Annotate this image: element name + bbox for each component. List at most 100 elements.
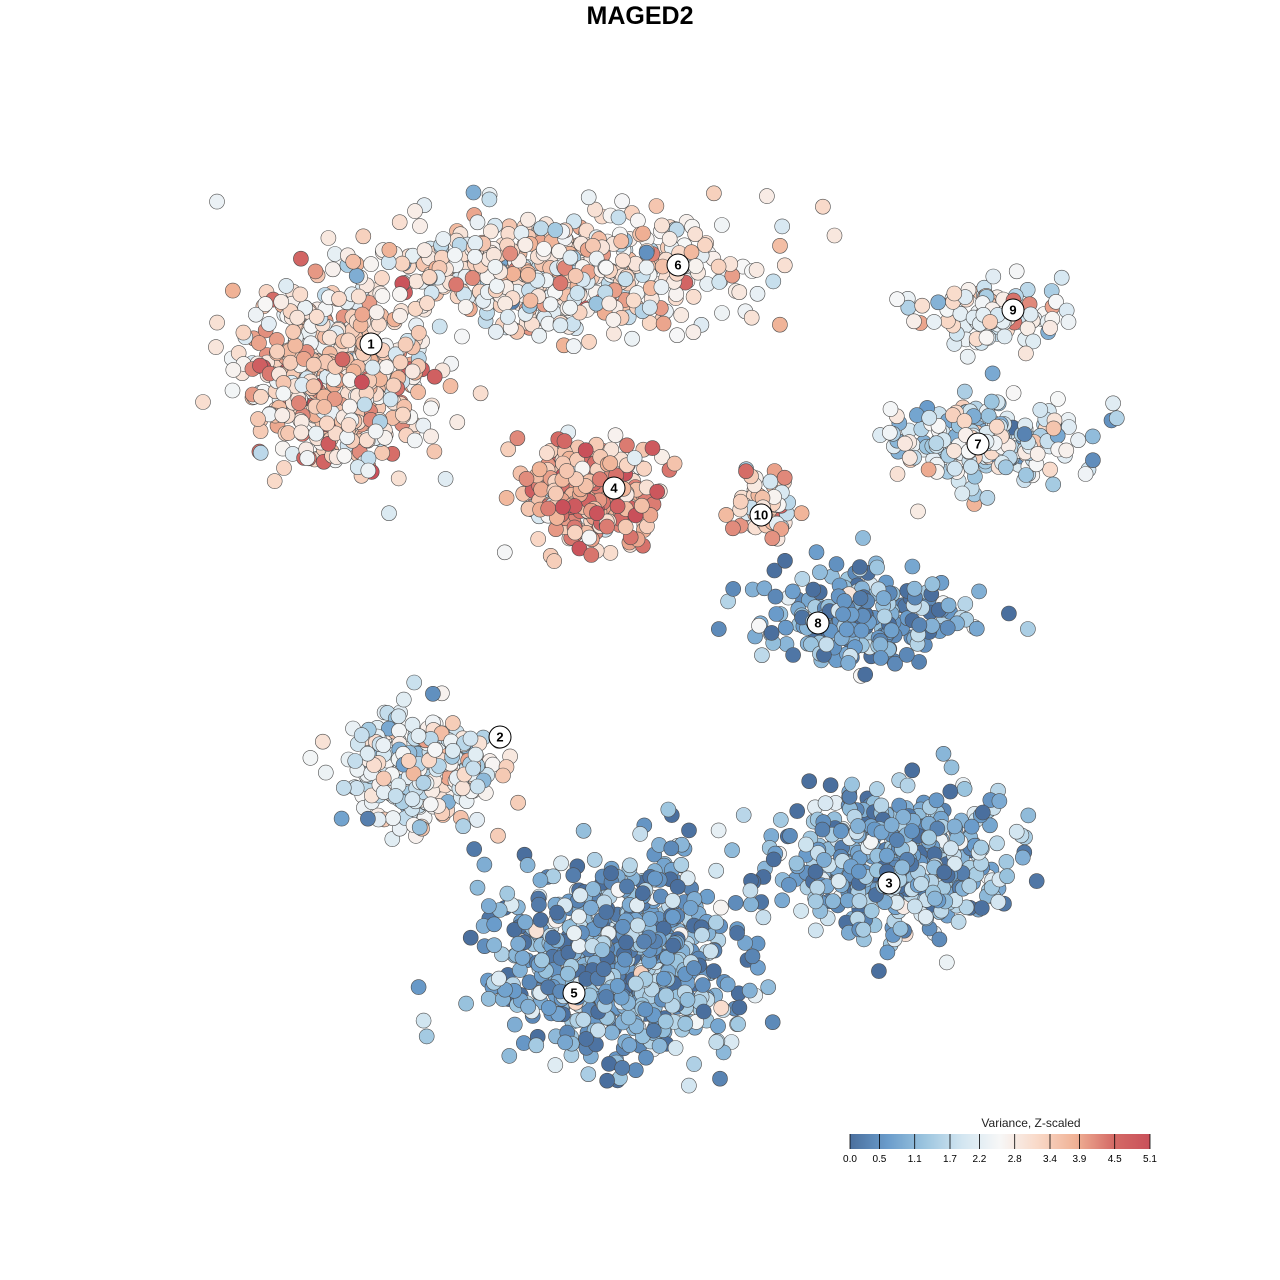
cluster-label-badge <box>966 432 990 456</box>
data-point <box>532 912 549 928</box>
data-point <box>710 621 727 637</box>
data-point <box>784 583 801 600</box>
data-point <box>946 855 963 872</box>
data-point <box>293 250 309 267</box>
cluster-label-badge <box>602 476 626 500</box>
data-point <box>542 296 559 313</box>
data-point <box>685 324 702 341</box>
data-point <box>363 256 379 272</box>
data-point <box>685 288 702 305</box>
data-point <box>946 285 963 302</box>
cluster-labels-layer: 1 2 3 4 5 6 7 8 9 10 <box>359 253 1025 1005</box>
data-point <box>782 827 798 844</box>
data-point <box>638 1049 654 1066</box>
data-point <box>520 998 537 1015</box>
data-point <box>793 505 810 522</box>
data-point <box>777 619 794 636</box>
data-point <box>395 691 412 708</box>
data-point <box>881 424 898 441</box>
data-point <box>285 323 302 340</box>
data-point <box>1018 345 1034 362</box>
data-point <box>713 899 729 916</box>
data-point <box>939 620 956 636</box>
data-point <box>634 885 651 902</box>
data-point <box>765 851 782 868</box>
data-point <box>882 401 899 417</box>
data-point <box>648 198 665 214</box>
data-point <box>287 337 304 354</box>
data-point <box>522 292 539 309</box>
data-point <box>828 556 845 572</box>
data-point <box>408 273 425 290</box>
data-point <box>392 354 409 371</box>
data-point <box>397 336 414 353</box>
data-point <box>768 606 785 622</box>
data-point <box>798 836 814 853</box>
data-point <box>917 909 934 925</box>
legend-title: Variance, Z-scaled <box>981 1116 1080 1130</box>
data-point <box>480 898 497 914</box>
data-point <box>431 318 448 335</box>
data-point <box>514 949 531 966</box>
data-point <box>654 217 670 234</box>
data-point <box>571 540 588 557</box>
data-point <box>985 268 1002 285</box>
data-point <box>956 781 973 797</box>
data-point <box>540 500 557 517</box>
data-point <box>536 241 552 257</box>
data-point <box>931 931 948 948</box>
data-point <box>533 481 549 498</box>
data-point <box>906 898 923 915</box>
data-point <box>759 188 775 204</box>
data-point <box>385 377 402 394</box>
data-point <box>316 399 333 415</box>
data-point <box>979 489 996 506</box>
data-point <box>663 840 680 857</box>
data-point <box>406 432 423 449</box>
data-point <box>601 1056 617 1072</box>
data-point <box>921 829 937 846</box>
legend-tick-label: 0.0 <box>843 1154 857 1165</box>
data-point <box>879 944 896 961</box>
data-point <box>583 900 599 916</box>
data-point <box>833 823 849 839</box>
data-point <box>624 330 640 347</box>
data-point <box>807 863 824 880</box>
data-point <box>731 999 748 1016</box>
data-point <box>708 1034 725 1050</box>
data-point <box>1085 428 1101 445</box>
data-point <box>350 288 367 305</box>
data-point <box>638 259 655 276</box>
data-point <box>374 270 390 286</box>
data-point <box>1020 621 1036 637</box>
data-point <box>1105 395 1121 412</box>
data-point <box>465 760 482 777</box>
data-point <box>996 328 1013 345</box>
data-point <box>754 647 770 664</box>
data-point <box>738 463 754 480</box>
data-point <box>635 225 651 242</box>
data-point <box>1022 306 1039 323</box>
data-point <box>620 1009 637 1026</box>
data-point <box>462 929 479 946</box>
data-point <box>826 227 843 244</box>
data-point <box>637 1001 654 1018</box>
data-point <box>291 395 307 411</box>
data-point <box>585 881 601 897</box>
data-point <box>946 818 963 835</box>
legend-ticks: 0.0 0.5 1.1 1.7 2.2 2.8 3.4 3.9 4.5 5.1 <box>843 1134 1157 1165</box>
data-point <box>552 275 569 292</box>
data-point <box>609 498 626 515</box>
legend-tick-label: 4.5 <box>1108 1154 1122 1165</box>
data-point <box>499 885 516 902</box>
data-point <box>708 862 725 879</box>
data-point <box>599 518 615 535</box>
data-point <box>490 827 506 844</box>
data-point <box>636 460 652 477</box>
data-point <box>673 856 690 873</box>
data-point <box>789 803 806 819</box>
data-point <box>252 444 269 461</box>
data-point <box>694 927 710 943</box>
data-point <box>423 428 439 445</box>
data-point <box>713 1000 730 1016</box>
